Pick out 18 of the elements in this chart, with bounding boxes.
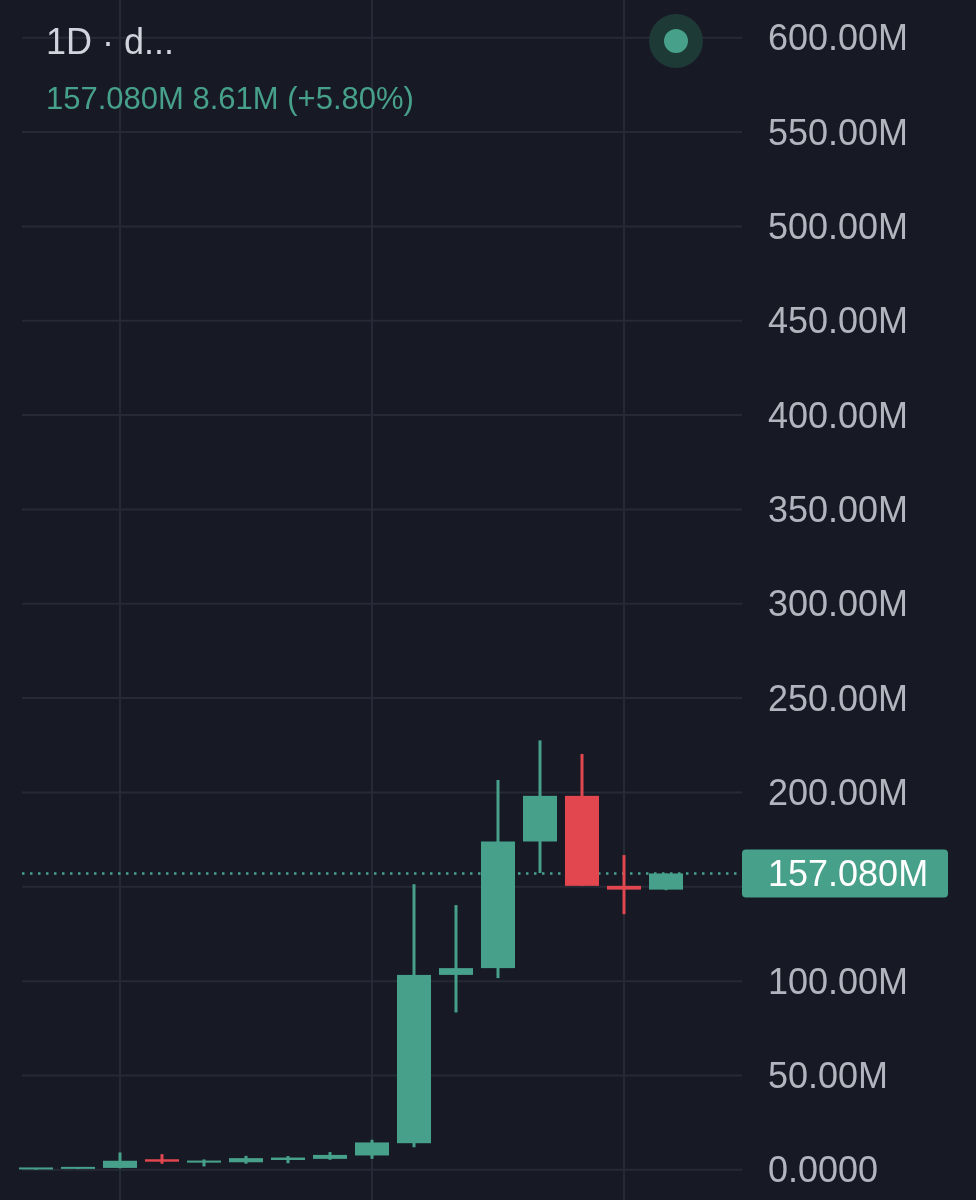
y-tick-label: 300.00M [768, 583, 909, 625]
candlestick [606, 855, 642, 916]
text: 157.080M 8.61M (+5.80%) [46, 80, 414, 116]
y-tick-label: 600.00M [768, 17, 909, 59]
y-tick-label: 50.00M [768, 1054, 889, 1096]
y-tick-label: 0.0000 [768, 1149, 879, 1191]
y-tick-label: 200.00M [768, 771, 909, 813]
y-tick-label: 400.00M [768, 394, 909, 436]
y-tick-label: 500.00M [768, 205, 909, 247]
ref-line-label: 157.080M [768, 852, 929, 894]
y-tick-label: 550.00M [768, 111, 909, 153]
y-tick-label: 100.00M [768, 960, 909, 1002]
candlestick [438, 905, 474, 1013]
y-tick-label: 450.00M [768, 300, 909, 342]
y-tick-label: 250.00M [768, 677, 909, 719]
y-tick-label: 350.00M [768, 488, 909, 530]
candlestick [18, 1167, 54, 1170]
text: 1D · d... [46, 20, 175, 62]
